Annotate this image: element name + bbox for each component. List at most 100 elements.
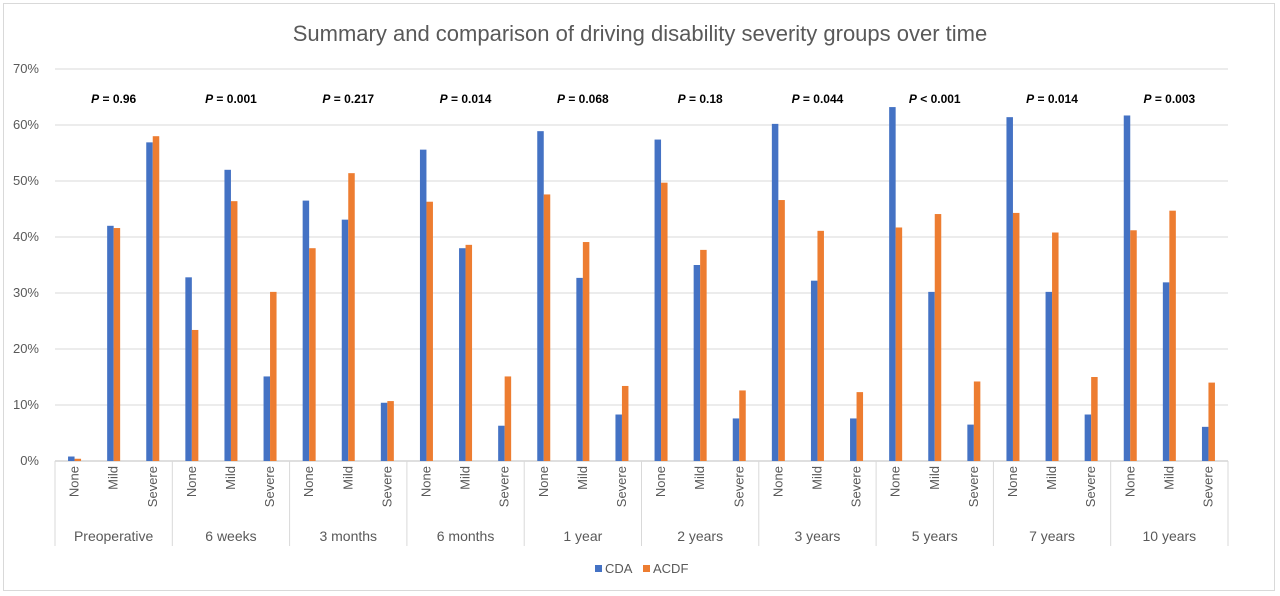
bar-cda — [850, 418, 857, 461]
p-value-text: = 0.18 — [686, 92, 723, 106]
bar-acdf — [1012, 212, 1020, 461]
bar-acdf — [426, 201, 433, 461]
bar-cda — [889, 107, 896, 461]
category-label: Mild — [927, 466, 942, 490]
bar-cda — [1045, 291, 1053, 461]
category-label: Severe — [145, 466, 160, 507]
p-value-text: = 0.014 — [1034, 92, 1078, 106]
p-value-label: P = 0.96 — [91, 92, 136, 106]
group-label: 5 years — [912, 528, 958, 544]
p-value-label: P < 0.001 — [909, 92, 961, 106]
p-value-label: P = 0.044 — [792, 92, 844, 106]
category-label: Severe — [1083, 466, 1098, 507]
y-tick-label: 0% — [20, 453, 39, 468]
bar-cda — [146, 142, 153, 462]
p-value-text: = 0.96 — [99, 92, 136, 106]
bar-cda — [693, 265, 701, 461]
bar-cda — [1201, 426, 1209, 461]
bar-acdf — [661, 182, 668, 461]
y-tick-label: 60% — [13, 117, 39, 132]
legend-swatch-acdf — [643, 565, 650, 572]
p-value-label: P = 0.001 — [205, 92, 257, 106]
bar-cda — [302, 200, 310, 461]
bar-cda — [967, 424, 974, 461]
bar-acdf — [543, 194, 551, 461]
category-label: Severe — [731, 466, 746, 507]
category-label: None — [770, 466, 785, 497]
category-label: None — [67, 466, 82, 497]
bar-cda — [1123, 115, 1131, 461]
category-label: None — [418, 466, 433, 497]
bar-acdf — [113, 228, 121, 461]
p-value-label: P = 0.068 — [557, 92, 609, 106]
bar-cda — [576, 277, 583, 461]
group-label: 6 months — [437, 528, 495, 544]
bar-acdf — [1091, 377, 1098, 461]
p-value-text: = 0.217 — [330, 92, 374, 106]
bar-cda — [810, 280, 818, 461]
bar-cda — [341, 219, 349, 461]
group-label: 6 weeks — [205, 528, 256, 544]
chart-frame — [3, 3, 1275, 591]
bar-acdf — [387, 401, 394, 461]
bar-cda — [185, 277, 192, 461]
category-label: Severe — [614, 466, 629, 507]
category-label: None — [184, 466, 199, 497]
legend-label: CDA — [605, 561, 633, 576]
category-label: Severe — [379, 466, 394, 507]
group-label: 2 years — [677, 528, 723, 544]
y-tick-label: 10% — [13, 397, 39, 412]
bar-acdf — [504, 376, 512, 461]
category-label: Severe — [262, 466, 277, 507]
category-label: Mild — [575, 466, 590, 490]
bar-cda — [224, 169, 231, 462]
category-label: Mild — [223, 466, 238, 490]
category-label: Mild — [106, 466, 121, 490]
p-symbol: P — [440, 92, 449, 106]
p-value-label: P = 0.014 — [440, 92, 492, 106]
p-symbol: P — [557, 92, 566, 106]
bar-acdf — [1169, 210, 1176, 461]
bar-cda — [928, 291, 935, 461]
p-value-text: = 0.068 — [565, 92, 609, 106]
bar-acdf — [739, 390, 746, 461]
y-tick-label: 70% — [13, 61, 39, 76]
category-label: Mild — [340, 466, 355, 490]
category-label: Severe — [497, 466, 512, 507]
category-label: Mild — [809, 466, 824, 490]
category-label: Severe — [849, 466, 864, 507]
category-label: None — [888, 466, 903, 497]
bar-acdf — [700, 249, 707, 461]
bar-acdf — [973, 381, 981, 461]
category-label: Severe — [1200, 466, 1215, 507]
legend-label: ACDF — [653, 561, 688, 576]
category-label: None — [301, 466, 316, 497]
bar-acdf — [1130, 230, 1137, 461]
p-symbol: P — [205, 92, 214, 106]
group-label: 3 months — [319, 528, 377, 544]
category-label: Mild — [458, 466, 473, 490]
bar-cda — [654, 139, 662, 461]
bar-cda — [537, 131, 544, 461]
bar-cda — [459, 248, 466, 461]
category-label: None — [1005, 466, 1020, 497]
chart-title: Summary and comparison of driving disabi… — [293, 21, 988, 46]
bar-cda — [771, 123, 779, 461]
group-label: 3 years — [794, 528, 840, 544]
bar-cda — [263, 376, 271, 461]
y-tick-label: 30% — [13, 285, 39, 300]
p-value-text: = 0.003 — [1151, 92, 1195, 106]
category-label: None — [536, 466, 551, 497]
bar-acdf — [856, 392, 864, 461]
bar-cda — [419, 149, 427, 461]
bar-cda — [732, 418, 740, 461]
p-value-label: P = 0.014 — [1026, 92, 1078, 106]
p-symbol: P — [909, 92, 918, 106]
bar-acdf — [934, 214, 942, 461]
bar-acdf — [152, 136, 160, 461]
p-value-label: P = 0.003 — [1143, 92, 1195, 106]
bar-acdf — [582, 242, 590, 461]
p-value-text: = 0.001 — [213, 92, 257, 106]
category-label: Severe — [966, 466, 981, 507]
